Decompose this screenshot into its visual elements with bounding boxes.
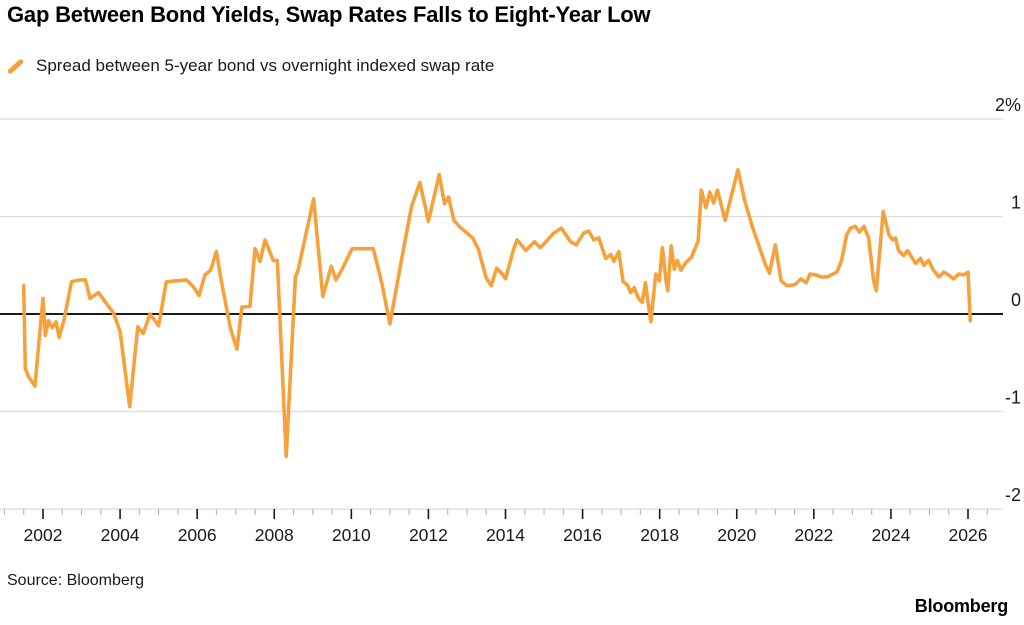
x-tick-label: 2018 [640,525,679,545]
y-tick-label: -1 [1005,388,1021,408]
x-tick-label: 2010 [332,525,371,545]
x-tick-label: 2026 [949,525,988,545]
legend-label: Spread between 5-year bond vs overnight … [36,56,495,75]
x-tick-label: 2016 [563,525,602,545]
x-tick-label: 2024 [871,525,910,545]
bloomberg-logo: Bloomberg [914,596,1008,616]
y-tick-label: 0 [1011,290,1021,310]
y-tick-label: -2 [1005,485,1021,505]
source-note: Source: Bloomberg [7,572,144,589]
y-tick-label: 2% [995,95,1021,115]
x-tick-label: 2020 [717,525,756,545]
x-tick-label: 2012 [409,525,448,545]
series-line [21,167,973,459]
x-tick-label: 2008 [255,525,294,545]
page-title: Gap Between Bond Yields, Swap Rates Fall… [7,2,651,27]
legend-line-marker-icon [6,57,25,75]
x-tick-label: 2014 [486,525,525,545]
x-tick-label: 2006 [178,525,217,545]
y-tick-label: 1 [1011,193,1021,213]
line-chart: 2% 1 0 -1 -2 2002 2004 2006 2008 2010 2012 2014 2016… [0,85,1024,555]
chart-canvas: 2% 1 0 -1 -2 2002 2004 2006 2008 2010 2012 2014 2016… [0,95,1021,545]
x-tick-label: 2022 [794,525,833,545]
x-tick-label: 2004 [101,525,140,545]
legend: Spread between 5-year bond vs overnight … [6,54,494,78]
x-tick-label: 2002 [24,525,63,545]
